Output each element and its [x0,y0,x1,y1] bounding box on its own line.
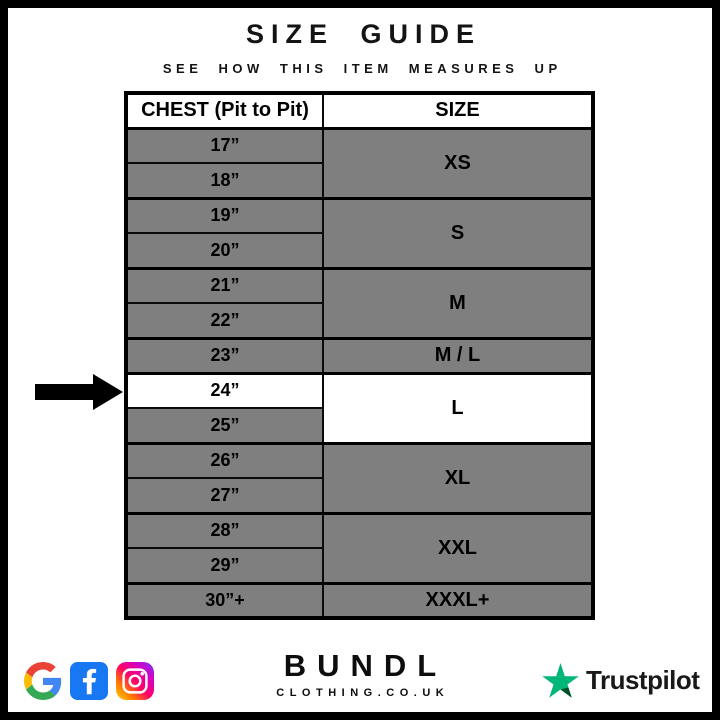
table-row: 19” S [125,197,594,270]
table-row: 18” [125,162,593,200]
trustpilot-label: Trustpilot [586,665,700,695]
chest-cell: 29” [125,547,324,585]
trustpilot-logo[interactable]: Trustpilot [542,663,700,698]
table-header-row: CHEST (Pit to Pit) SIZE [125,92,594,130]
page-title: SIZE GUIDE [245,19,482,49]
instagram-icon[interactable] [116,662,154,700]
table-row: 20” [125,232,593,270]
chest-cell: 26” [125,442,324,479]
size-guide-table: CHEST (Pit to Pit) SIZE 17” XS 18” 19” S… [124,91,595,620]
selected-row-arrow-icon [35,374,123,410]
size-cell-xl: XL [322,442,594,515]
chest-cell: 20” [125,232,324,270]
page-subtitle: SEE HOW THIS ITEM MEASURES UP [162,61,562,76]
table-row: 28” XXL [125,512,594,585]
table-row: 22” [125,302,593,340]
size-cell-s: S [322,197,594,270]
table-row: 30”+ XXXL+ [125,582,594,620]
table-row: 25” [125,407,593,445]
table-row: 23” M / L [125,337,594,375]
chest-cell: 21” [125,267,324,304]
selected-size-cell: L [322,372,594,445]
brand-domain: CLOTHING.CO.UK [276,687,450,699]
table-row-selected: 24” L [125,372,594,445]
size-cell-xs: XS [322,127,594,200]
social-icons [24,662,154,700]
chest-cell: 22” [125,302,324,340]
chest-cell: 18” [125,162,324,200]
table-row: 21” M [125,267,594,340]
facebook-icon[interactable] [70,662,108,700]
selected-chest-cell: 24” [125,372,324,409]
chest-cell: 28” [125,512,324,549]
size-column-header: SIZE [322,92,594,130]
brand-logo: BUNDL CLOTHING.CO.UK [8,648,712,699]
table-row: 26” XL [125,442,594,515]
size-cell-ml: M / L [322,337,594,375]
table-row: 27” [125,477,593,515]
chest-cell: 25” [125,407,324,445]
chest-cell: 23” [125,337,324,375]
size-cell-xxxl: XXXL+ [322,582,594,620]
size-cell-m: M [322,267,594,340]
brand-name: BUNDL [283,648,448,683]
chest-cell: 27” [125,477,324,515]
table-row: 29” [125,547,593,585]
chest-cell: 19” [125,197,324,234]
chest-column-header: CHEST (Pit to Pit) [125,92,324,130]
trustpilot-star-icon [542,663,579,698]
google-icon[interactable] [24,662,62,700]
table-row: 17” XS [125,127,594,200]
size-cell-xxl: XXL [322,512,594,585]
chest-cell: 30”+ [125,582,324,620]
chest-cell: 17” [125,127,324,164]
